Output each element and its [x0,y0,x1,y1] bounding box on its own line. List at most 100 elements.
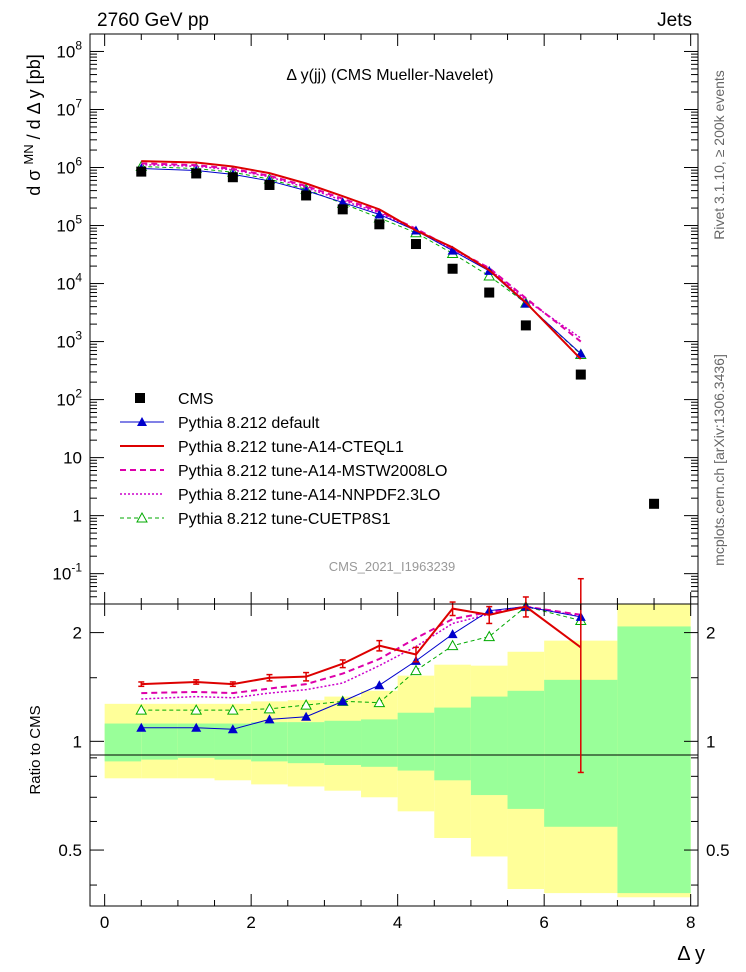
x-tick-label: 0 [100,913,109,932]
y-tick-base: 10 [56,391,75,410]
cms-point [191,168,202,179]
ratio-point [447,629,458,639]
band-inner [361,719,398,767]
x-tick-label: 8 [686,913,695,932]
y-tick-exp: 3 [75,329,82,343]
legend-label: Pythia 8.212 tune-A14-MSTW2008LO [178,463,447,480]
series-point [447,245,458,255]
y-tick-base: 10 [56,159,75,178]
band-inner [507,690,545,809]
series-line [141,166,582,355]
series-point [483,269,496,281]
series-line [141,163,582,339]
cms-point [227,172,238,183]
x-tick-label: 4 [393,913,402,932]
x-axis-label: Δ y [677,943,705,965]
y-axis-label-main-rest: / d Δ y [pb] [24,54,44,144]
band-inner [617,626,691,894]
band-inner [397,712,435,771]
y-tick-label: 105 [56,213,82,236]
y-tick-label: 102 [56,387,82,410]
y-tick-base: 10 [56,275,75,294]
plot-title: Δ y(jj) (CMS Mueller-Navelet) [286,67,493,84]
y-axis-label-main-text: d σ [24,170,44,196]
series-line [141,162,582,343]
legend-marker [137,417,147,426]
ratio-line [141,606,581,730]
ratio-point [373,696,386,708]
y-tick-label: 103 [56,329,82,352]
y-tick-exp: -1 [71,561,82,575]
side-text-top: Rivet 3.1.10, ≥ 200k events [711,70,727,240]
cms-point [136,166,147,177]
side-text-bottom: mcplots.cern.ch [arXiv:1306.3436] [711,354,727,566]
cms-point [520,320,531,331]
y-tick-base: 10 [56,100,75,119]
cms-point [374,219,385,230]
y-tick-label: 1 [73,507,82,526]
ratio-point [191,722,202,732]
ratio-series-3 [141,605,581,700]
y-tick-label: 108 [56,38,82,61]
series-4 [141,163,582,339]
ratio-y-tick-label-right: 1 [706,732,715,751]
y-tick-exp: 2 [75,387,82,401]
y-tick-exp: 6 [75,155,82,169]
ratio-y-tick-label: 2 [73,624,82,643]
ratio-series [135,577,587,774]
cms-point [447,263,458,274]
cms-point [301,190,312,201]
ratio-point [263,702,276,714]
ratio-y-tick-label-right: 0.5 [706,841,730,860]
legend-label: Pythia 8.212 tune-CUETP8S1 [178,511,391,528]
y-tick-base: 10 [56,217,75,236]
y-tick-base: 10 [56,333,75,352]
ratio-line [141,605,582,686]
series-0 [136,166,660,509]
ratio-point [135,704,148,715]
y-tick-exp: 4 [75,271,82,285]
main-series [135,160,660,509]
band-inner [287,722,325,764]
ratio-line [141,606,581,711]
legend-label: Pythia 8.212 tune-A14-NNPDF2.3LO [178,487,440,504]
y-tick-base: 10 [52,565,71,584]
ratio-point [190,704,203,715]
legend: CMS Pythia 8.212 default Pythia 8.212 tune… [120,391,447,528]
y-axis-label-ratio: Ratio to CMS [27,705,44,794]
legend-marker-cms [135,393,145,403]
cms-point [410,239,421,250]
y-tick-label: 107 [56,96,82,119]
cms-point [264,179,275,190]
y-tick-label: 106 [56,155,82,178]
main-plot-area [90,34,698,604]
y-tick-label: 10-1 [52,561,82,584]
band-inner [470,696,508,796]
series-line [141,160,582,360]
legend-label: Pythia 8.212 tune-A14-CTEQL1 [178,439,404,456]
series-point [337,197,348,207]
ratio-point [337,696,348,706]
ratio-point [374,680,385,690]
ratio-frame [89,603,699,907]
ratio-point [300,699,312,710]
y-tick-base: 10 [56,42,75,61]
legend-label: CMS [178,391,214,408]
y-tick-exp: 7 [75,96,82,110]
y-tick-exp: 5 [75,213,82,227]
header-right: Jets [657,10,692,31]
series-2 [141,160,582,360]
y-tick-label: 10 [63,449,82,468]
ratio-point [227,724,238,734]
ratio-point [483,630,496,642]
series-3 [141,162,582,343]
cms-point [649,498,660,509]
ratio-point [301,711,312,721]
cms-point [484,287,495,298]
band-inner [104,723,142,762]
x-tick-label: 2 [246,913,255,932]
x-tick-label: 6 [539,913,548,932]
